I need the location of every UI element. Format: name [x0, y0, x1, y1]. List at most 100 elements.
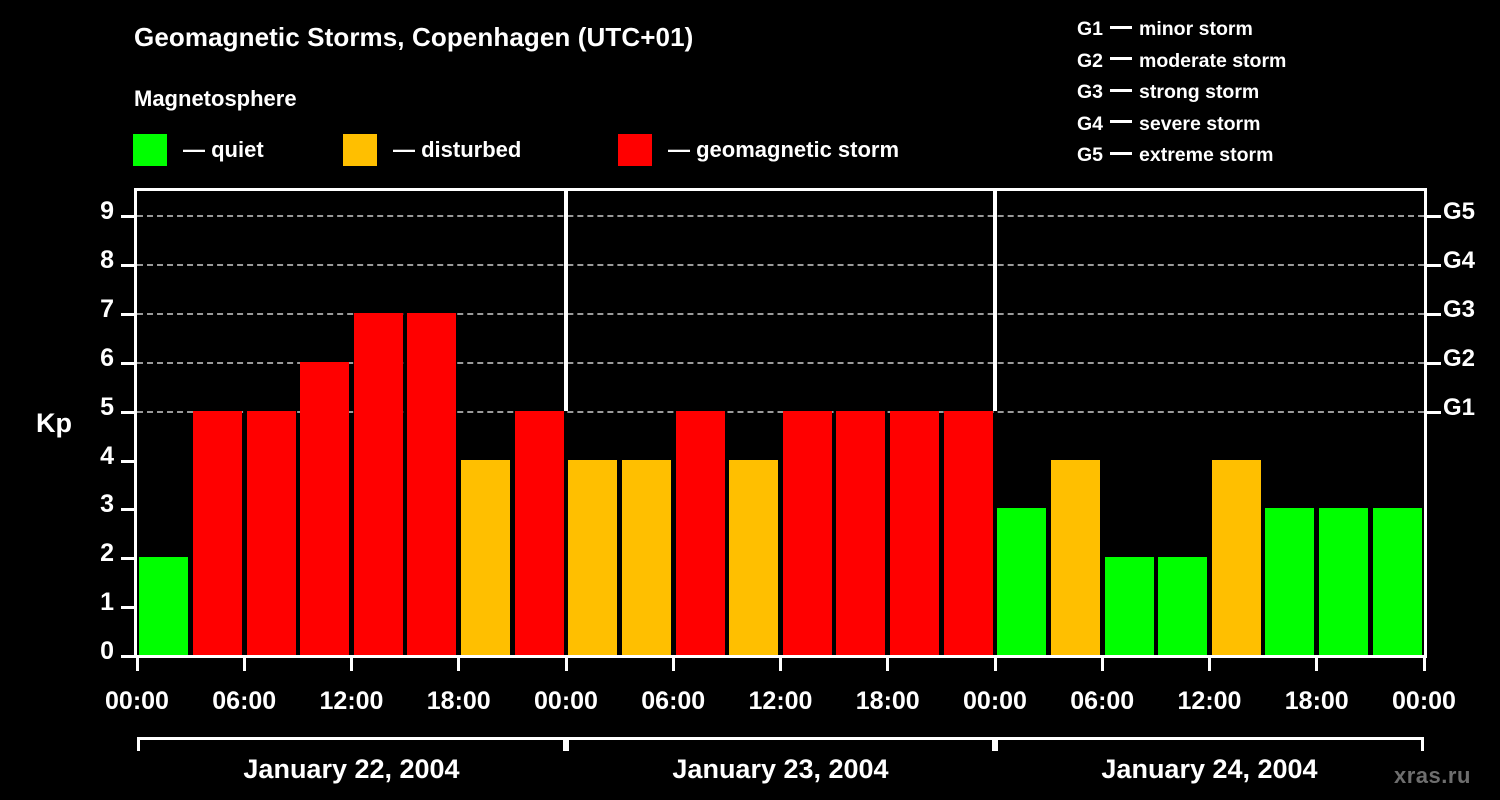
y-tick-7	[121, 313, 134, 317]
y-tick-3	[121, 508, 134, 512]
gridline-kp-6	[137, 361, 1424, 364]
gscale-dash-icon	[1110, 151, 1133, 155]
x-tick-2	[350, 658, 353, 671]
bar	[1372, 508, 1422, 655]
x-tick-label-12: 00:00	[1392, 687, 1456, 715]
y-tick-2	[121, 557, 134, 561]
x-tick-label-11: 18:00	[1284, 687, 1349, 715]
gscale-code: G1	[1077, 18, 1104, 40]
bar	[407, 313, 457, 655]
bar	[353, 313, 403, 655]
plot-area	[134, 188, 1427, 658]
x-tick-label-4: 00:00	[534, 687, 598, 715]
x-tick-label-6: 12:00	[748, 687, 813, 715]
bar	[461, 459, 511, 655]
gscale-code: G3	[1077, 81, 1104, 103]
x-tick-11	[1315, 658, 1319, 671]
gridline-kp-5	[137, 410, 1424, 413]
gscale-code: G2	[1077, 49, 1104, 72]
gscale-row-g5: G5 extreme storm	[1077, 140, 1497, 172]
x-tick-label-1: 06:00	[212, 687, 277, 715]
bar	[300, 361, 350, 655]
legend-item-quiet: — quiet	[133, 133, 264, 167]
bar	[192, 410, 242, 655]
gscale-dash-icon	[1110, 120, 1133, 124]
color-legend: — quiet — disturbed — geomagnetic storm	[0, 133, 1000, 167]
y-tick-9	[121, 215, 134, 219]
x-tick-6	[779, 658, 782, 671]
bar	[1104, 557, 1154, 655]
g-tick-g5	[1427, 215, 1441, 219]
g-tick-g2	[1427, 361, 1441, 365]
g-tick-label-g5: G5	[1443, 198, 1476, 226]
x-tick-12	[1422, 658, 1426, 671]
y-tick-5	[121, 410, 134, 414]
x-tick-label-5: 06:00	[641, 687, 706, 715]
g-tick-g3	[1427, 313, 1441, 317]
x-tick-5	[671, 658, 675, 671]
x-tick-9	[1100, 658, 1104, 671]
gscale-dash-icon	[1110, 25, 1133, 29]
bar	[246, 410, 296, 655]
page-title: Geomagnetic Storms, Copenhagen (UTC+01)	[134, 22, 694, 52]
x-tick-0	[135, 658, 139, 671]
bar	[1050, 459, 1100, 655]
y-tick-label-3: 3	[100, 490, 114, 519]
bar	[568, 459, 618, 655]
watermark: xras.ru	[1394, 763, 1471, 788]
legend-swatch-geomagnetic-storm	[618, 134, 652, 166]
legend-label-geomagnetic-storm: — geomagnetic storm	[668, 137, 900, 162]
y-tick-label-5: 5	[100, 392, 114, 421]
gscale-row-g1: G1 minor storm	[1077, 14, 1497, 46]
y-axis-title: Kp	[36, 408, 72, 438]
x-tick-4	[564, 658, 568, 671]
day-label: January 24, 2004	[1101, 754, 1318, 784]
gscale-dash-icon	[1110, 57, 1133, 61]
gscale-description: strong storm	[1139, 81, 1260, 103]
bar	[729, 459, 779, 655]
gscale-code: G4	[1077, 112, 1104, 135]
day-label: January 22, 2004	[243, 754, 460, 784]
y-tick-label-9: 9	[100, 197, 114, 226]
y-tick-8	[121, 264, 134, 268]
g-tick-g4	[1427, 264, 1441, 268]
gscale-description: extreme storm	[1139, 144, 1274, 166]
legend-item-disturbed: — disturbed	[343, 133, 521, 167]
x-tick-7	[886, 658, 890, 671]
bar	[1211, 459, 1261, 655]
gscale-description: minor storm	[1139, 18, 1253, 40]
bar-series	[137, 191, 1424, 655]
legend-item-geomagnetic-storm: — geomagnetic storm	[618, 133, 899, 167]
bar	[1158, 557, 1208, 655]
day-bracket	[995, 737, 1424, 751]
day-separator	[564, 188, 568, 411]
gscale-code: G5	[1077, 144, 1104, 166]
bar	[943, 410, 993, 655]
bar	[1265, 508, 1315, 655]
y-tick-label-6: 6	[100, 343, 114, 372]
gscale-description: moderate storm	[1139, 49, 1287, 72]
g-tick-label-g4: G4	[1443, 247, 1476, 275]
legend-label-disturbed: — disturbed	[393, 137, 522, 162]
bar	[890, 410, 940, 655]
g-tick-g1	[1427, 410, 1441, 414]
x-tick-label-9: 06:00	[1070, 687, 1135, 715]
gscale-row-g2: G2 moderate storm	[1077, 46, 1497, 78]
x-tick-label-7: 18:00	[855, 687, 920, 715]
day-bracket	[137, 737, 566, 751]
x-tick-label-2: 12:00	[319, 687, 384, 715]
bar	[621, 459, 671, 655]
legend-label-quiet: — quiet	[183, 137, 264, 162]
g-tick-label-g1: G1	[1443, 393, 1476, 421]
y-tick-0	[121, 655, 134, 658]
x-tick-1	[242, 658, 246, 671]
y-tick-label-8: 8	[100, 246, 114, 275]
g-tick-label-g3: G3	[1443, 296, 1476, 324]
bar	[782, 410, 832, 655]
gscale-description: severe storm	[1139, 112, 1261, 135]
y-tick-label-2: 2	[100, 539, 114, 568]
x-tick-10	[1208, 658, 1211, 671]
gscale-legend: G1 minor storm G2 moderate storm G3 strong st…	[1077, 14, 1497, 172]
x-tick-label-0: 00:00	[105, 687, 169, 715]
y-tick-1	[121, 606, 134, 610]
